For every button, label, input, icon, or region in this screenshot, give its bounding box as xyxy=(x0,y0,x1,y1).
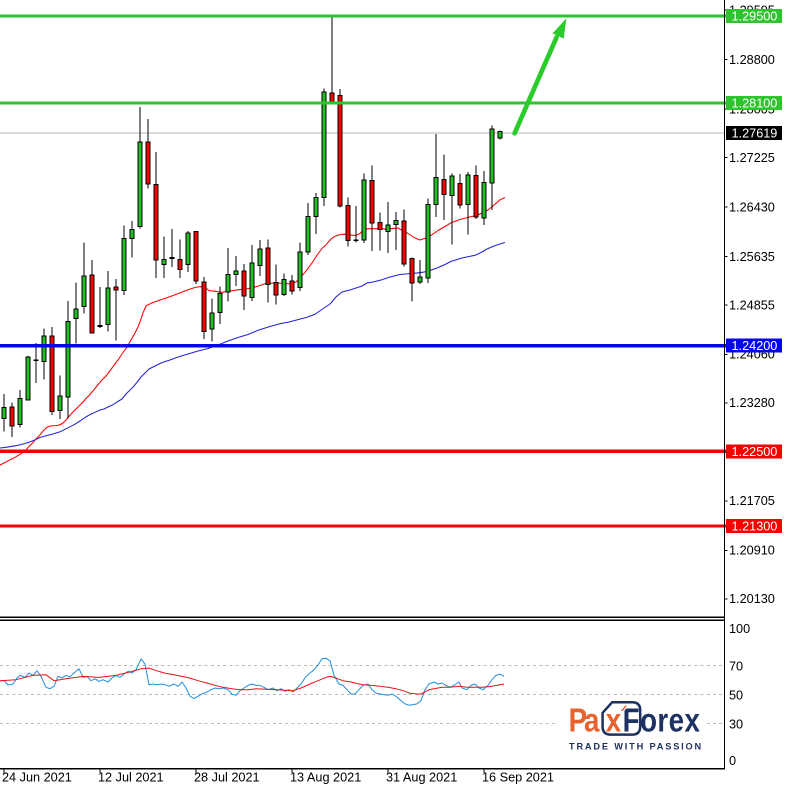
svg-text:1.26430: 1.26430 xyxy=(729,200,775,214)
svg-text:1.24200: 1.24200 xyxy=(732,339,778,353)
svg-text:1.27619: 1.27619 xyxy=(732,126,778,140)
svg-text:TRADE WITH PASSION: TRADE WITH PASSION xyxy=(569,741,703,751)
svg-text:70: 70 xyxy=(729,659,743,673)
svg-text:a: a xyxy=(584,702,600,739)
svg-text:1.28800: 1.28800 xyxy=(729,53,775,67)
svg-text:30: 30 xyxy=(729,717,743,731)
svg-text:1.29500: 1.29500 xyxy=(732,9,778,23)
svg-text:1.25635: 1.25635 xyxy=(729,250,775,264)
svg-text:24 Jun 2021: 24 Jun 2021 xyxy=(2,771,72,785)
svg-text:1.21300: 1.21300 xyxy=(732,519,778,533)
svg-text:1.23280: 1.23280 xyxy=(729,396,775,410)
svg-text:50: 50 xyxy=(729,688,743,702)
svg-text:1.24855: 1.24855 xyxy=(729,298,775,312)
svg-text:x: x xyxy=(606,702,621,739)
svg-text:1.20910: 1.20910 xyxy=(729,544,775,558)
svg-text:0: 0 xyxy=(729,754,736,768)
svg-text:31 Aug 2021: 31 Aug 2021 xyxy=(386,771,457,785)
svg-text:1.21705: 1.21705 xyxy=(729,494,775,508)
svg-text:orex: orex xyxy=(640,702,700,739)
svg-text:100: 100 xyxy=(729,622,750,636)
svg-text:1.28100: 1.28100 xyxy=(732,96,778,110)
svg-text:1.20130: 1.20130 xyxy=(729,592,775,606)
svg-text:12 Jul 2021: 12 Jul 2021 xyxy=(98,771,164,785)
svg-text:1.27225: 1.27225 xyxy=(729,151,775,165)
svg-text:16 Sep 2021: 16 Sep 2021 xyxy=(482,771,554,785)
svg-text:1.22500: 1.22500 xyxy=(732,445,778,459)
svg-text:13 Aug 2021: 13 Aug 2021 xyxy=(290,771,361,785)
svg-text:P: P xyxy=(569,702,587,739)
svg-text:F: F xyxy=(623,702,640,739)
svg-text:28 Jul 2021: 28 Jul 2021 xyxy=(194,771,260,785)
